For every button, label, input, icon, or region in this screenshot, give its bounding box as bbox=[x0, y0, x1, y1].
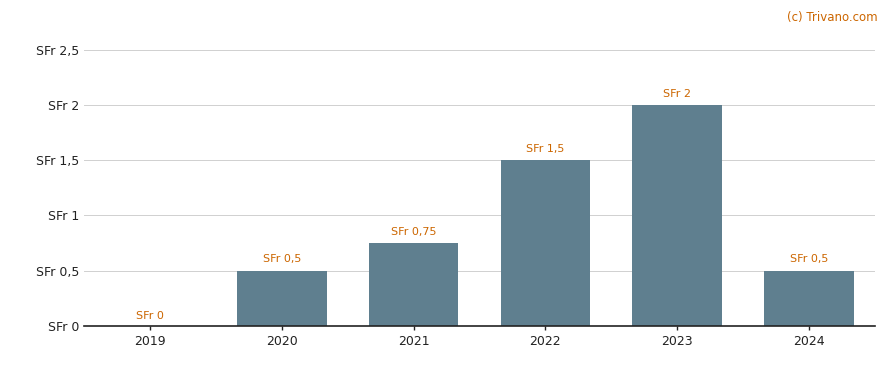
Bar bbox=[632, 105, 722, 326]
Bar bbox=[764, 270, 853, 326]
Text: (c) Trivano.com: (c) Trivano.com bbox=[787, 11, 877, 24]
Text: SFr 0,5: SFr 0,5 bbox=[263, 255, 301, 265]
Bar bbox=[501, 160, 591, 326]
Text: SFr 0,5: SFr 0,5 bbox=[789, 255, 828, 265]
Text: SFr 2: SFr 2 bbox=[663, 89, 691, 99]
Bar bbox=[237, 270, 327, 326]
Text: SFr 0: SFr 0 bbox=[136, 311, 164, 321]
Bar bbox=[369, 243, 458, 326]
Text: SFr 0,75: SFr 0,75 bbox=[391, 227, 436, 237]
Text: SFr 1,5: SFr 1,5 bbox=[527, 144, 565, 154]
